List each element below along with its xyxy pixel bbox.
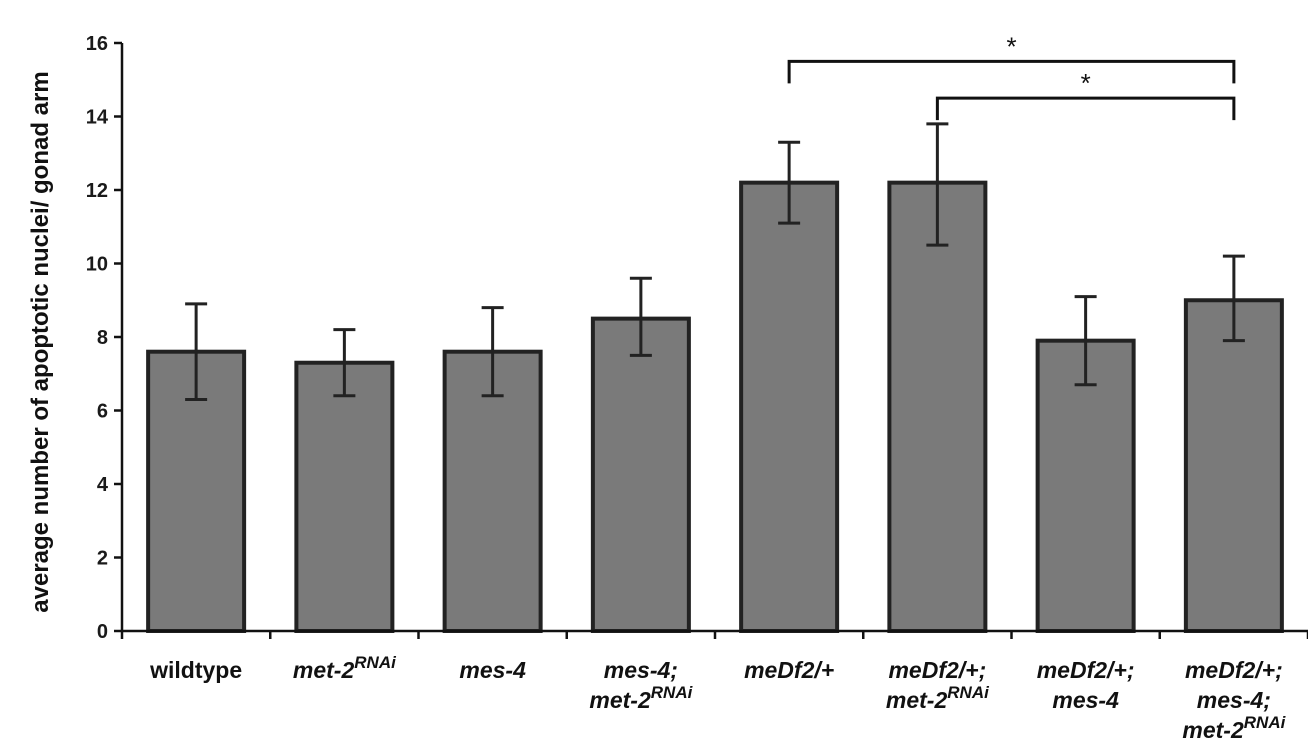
y-axis-label-group: average number of apoptotic nuclei/ gona… — [27, 71, 54, 612]
x-axis-labels: wildtype met-2RNAi mes-4 mes-4; met-2RNAi meD… — [149, 653, 1286, 743]
x-tick-label-2: mes-4 — [459, 657, 526, 683]
significance-bracket-1 — [935, 96, 1236, 121]
y-tick-label-3: 6 — [97, 401, 108, 423]
y-axis-label: average number of apoptotic nuclei/ gona… — [27, 71, 54, 612]
y-tick-label-5: 10 — [86, 254, 108, 276]
y-tick-label-7: 14 — [86, 107, 109, 129]
x-tick-label-4: meDf2/+ — [744, 657, 834, 683]
axes: 0 2 4 6 8 10 12 14 16 — [86, 33, 1308, 643]
y-tick-label-8: 16 — [86, 33, 108, 55]
significance-brackets: ** — [787, 31, 1236, 121]
y-tick-label-0: 0 — [97, 621, 108, 643]
bar-7 — [1183, 298, 1284, 633]
x-tick-label-7: meDf2/+; mes-4; met-2RNAi — [1182, 657, 1286, 743]
bar-4 — [739, 180, 840, 633]
error-bars — [185, 122, 1245, 401]
y-tick-label-1: 2 — [97, 548, 108, 570]
significance-label-1: * — [1081, 68, 1091, 98]
x-tick-label-6: meDf2/+; mes-4 — [1037, 657, 1135, 713]
x-tick-label-5: meDf2/+; met-2RNAi — [886, 657, 990, 713]
bar-2 — [442, 349, 543, 633]
significance-label-0: * — [1006, 31, 1016, 61]
bar-3 — [590, 316, 691, 633]
y-tick-label-6: 12 — [86, 180, 108, 202]
bar-1 — [294, 360, 395, 633]
bars — [146, 180, 1284, 633]
bar-5 — [887, 180, 988, 633]
x-tick-label-3: mes-4; met-2RNAi — [589, 657, 693, 713]
significance-bracket-0 — [787, 59, 1236, 84]
x-tick-label-1: met-2RNAi — [293, 653, 397, 683]
x-tick-label-0: wildtype — [149, 657, 242, 683]
y-tick-label-4: 8 — [97, 327, 108, 349]
y-tick-label-2: 4 — [97, 474, 109, 496]
